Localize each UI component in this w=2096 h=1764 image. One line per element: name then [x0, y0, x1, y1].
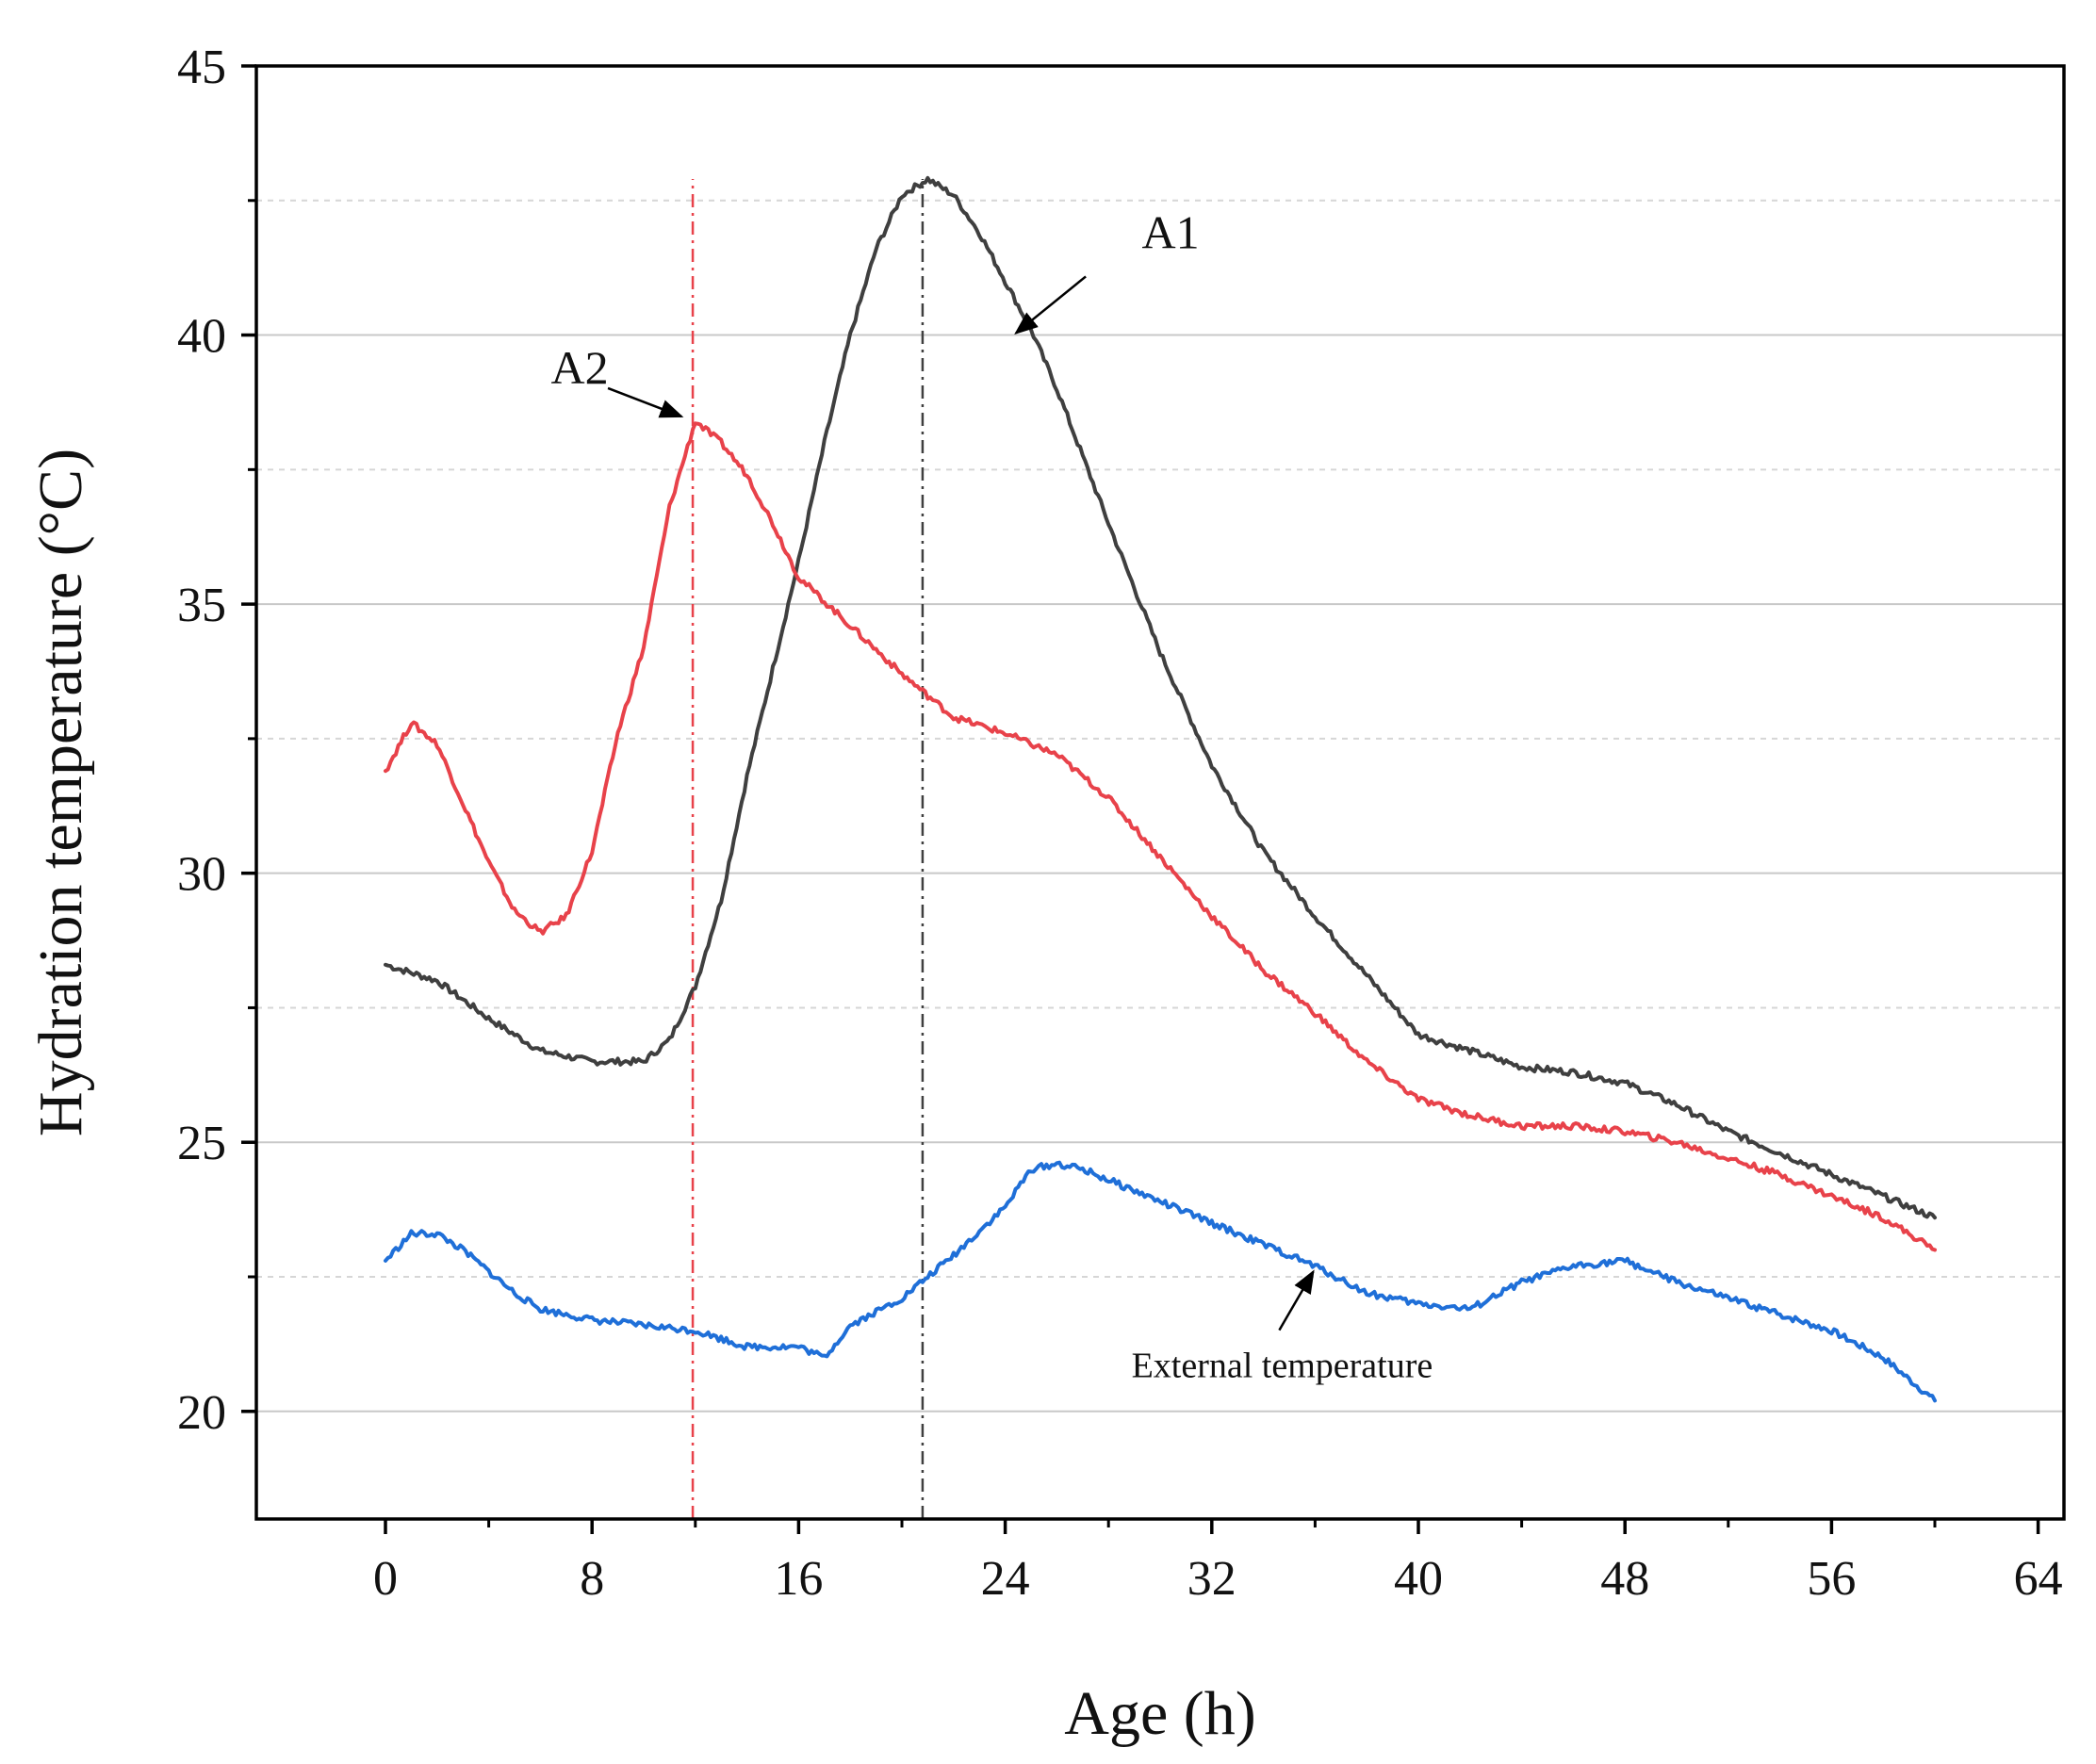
y-tick-label: 40	[177, 310, 226, 364]
x-tick-label: 56	[1807, 1552, 1856, 1606]
series-line-external-temperature	[384, 1160, 1937, 1403]
y-axis-title: Hydration temperature (°C)	[26, 449, 95, 1136]
x-tick-label: 24	[981, 1552, 1030, 1606]
axis-ticks: 0 8 16 24 32 40 48 56 64 20 25 30 35 40 45	[177, 41, 2063, 1606]
reference-lines	[691, 179, 925, 1519]
x-tick-label: 40	[1394, 1552, 1443, 1606]
x-tick-label: 16	[774, 1552, 823, 1606]
x-tick-label: 8	[580, 1552, 604, 1606]
annotation-arrow	[607, 386, 684, 418]
annotation-label: A2	[551, 341, 609, 394]
x-tick-label: 64	[2014, 1552, 2063, 1606]
series-line-a1	[384, 175, 1937, 1220]
x-tick-label: 0	[373, 1552, 398, 1606]
y-tick-label: 45	[177, 41, 226, 94]
grid-lines	[256, 199, 2064, 1413]
x-tick-label: 48	[1600, 1552, 1649, 1606]
y-tick-label: 30	[177, 848, 226, 902]
annotation-label: External temperature	[1132, 1347, 1433, 1386]
annotations: A1 A2 External temperature	[551, 205, 1433, 1385]
series-line-a2	[384, 421, 1937, 1252]
y-tick-label: 25	[177, 1117, 226, 1170]
series-lines	[384, 175, 1937, 1403]
plot-frame	[254, 64, 2066, 1521]
y-tick-label: 20	[177, 1386, 226, 1440]
y-tick-label: 35	[177, 579, 226, 632]
x-axis-title: Age (h)	[1064, 1679, 1255, 1748]
x-tick-label: 32	[1187, 1552, 1236, 1606]
annotation-arrow	[1014, 275, 1087, 335]
annotation-label: A1	[1142, 205, 1200, 258]
annotation-arrow	[1278, 1269, 1315, 1331]
